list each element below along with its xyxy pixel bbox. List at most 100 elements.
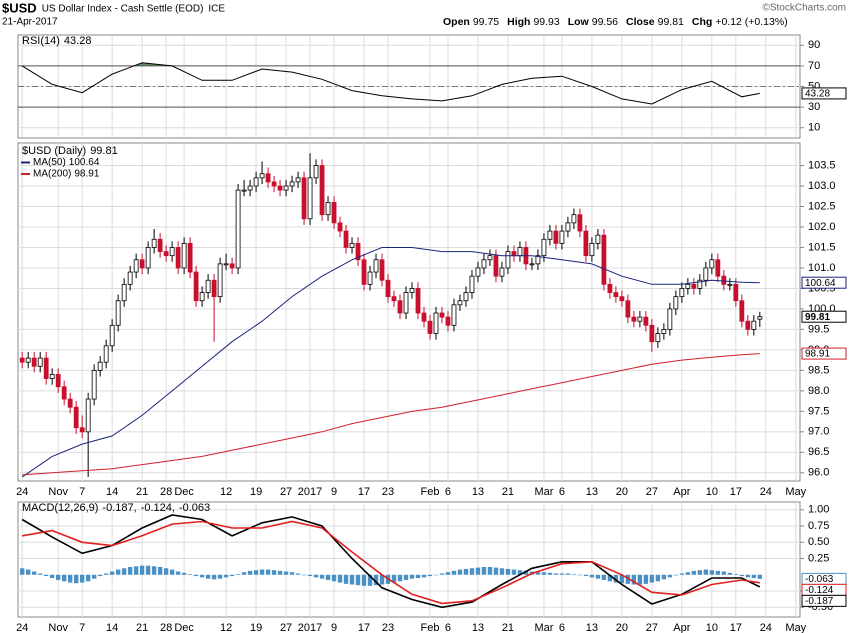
candle-body [109,324,115,347]
candle-body [529,263,535,266]
histogram-bar [217,574,223,579]
x-tick-label: 10 [706,486,718,498]
candle-body [301,177,307,220]
candle-body [217,263,223,298]
x-tick-label: 21 [502,486,514,498]
y-tick-label: 103.5 [808,159,836,171]
exchange: ICE [208,4,225,15]
x-tick-label: Dec [174,486,194,498]
legend-value: 99.81 [90,145,118,157]
candle-body [457,300,463,306]
y-tick-label: 90 [808,39,820,51]
panel-label: RSI(14) [22,35,60,47]
histogram-bar [649,574,655,583]
x-tick-label: 24 [16,622,28,633]
candle-body [739,300,745,322]
x-tick-label: 6 [559,622,565,633]
histogram-bar [589,574,595,578]
candle-body [697,279,703,289]
candle-body [133,259,139,273]
histogram-bar [355,574,361,586]
candle-body [313,165,319,179]
histogram-bar [427,574,433,577]
x-tick-label: 24 [760,622,772,633]
candle-body [709,259,715,269]
candle-body [667,308,673,330]
histogram-bar [241,572,247,575]
candle-body [187,242,193,273]
candle-body [193,271,199,302]
histogram-bar [463,568,469,575]
x-tick-label: 12 [220,486,232,498]
candle-body [409,288,415,293]
y-tick-label: 98.5 [808,364,829,376]
histogram-bar [517,570,523,575]
candle-body [625,300,631,318]
candle-body [475,267,481,277]
histogram-bar [631,574,637,585]
histogram-bar [19,568,25,575]
candle-body [259,173,265,179]
value-box [801,347,847,360]
candle-body [439,312,445,318]
histogram-bar [37,573,43,575]
candle-body [517,247,523,257]
histogram-bar [469,568,475,575]
value-box-label: 98.91 [805,349,830,360]
candle-body [139,259,145,269]
histogram-bar [223,574,229,578]
histogram-bar [451,570,457,575]
candle-body [145,247,151,269]
histogram-bar [187,574,193,575]
y-tick-label: 96.5 [808,446,829,458]
candle-body [637,316,643,322]
histogram-bar [505,568,511,575]
candle-body [451,304,457,326]
legend-value: 43.28 [64,35,92,47]
value-box-label: -0.187 [805,596,834,607]
x-tick-label: Apr [673,622,690,633]
histogram-bar [259,569,265,575]
histogram-bar [487,566,493,575]
histogram-bar [679,573,685,575]
candle-body [391,296,397,302]
candle-body [79,427,85,433]
candle-body [211,279,217,298]
panel-frame [17,142,801,482]
candle-body [91,369,97,400]
moving-average [21,247,760,478]
value-box [801,87,847,100]
candle-body [43,357,49,379]
histogram-bar [235,574,241,575]
candle-body [601,234,607,285]
x-tick-label: 27 [280,486,292,498]
histogram-bar [655,574,661,582]
histogram-bar [685,572,691,575]
histogram-bar [619,574,625,584]
histogram-bar [457,569,463,575]
value-box [801,276,847,289]
x-tick-label: 13 [472,486,484,498]
x-tick-label: 20 [616,486,628,498]
histogram-bar [127,566,133,575]
value-box-label: 43.28 [805,89,830,100]
x-tick-label: 2017 [298,486,322,498]
candle-body [583,230,589,257]
candle-body [487,255,493,261]
candle-body [235,189,241,269]
histogram-bar [499,568,505,575]
legend-value: -0.124 [141,502,172,514]
candle-body [511,251,517,257]
value-box-label: -0.124 [805,585,834,596]
candle-body [397,300,403,314]
candle-body [277,185,283,191]
histogram-bar [613,574,619,583]
panel [17,142,804,482]
x-tick-label: 13 [586,486,598,498]
y-tick-label: 99.5 [808,323,829,335]
quote-value: 99.81 [658,16,684,28]
candle-body [19,357,25,363]
histogram-bar [79,574,85,583]
candle-body [547,230,553,240]
